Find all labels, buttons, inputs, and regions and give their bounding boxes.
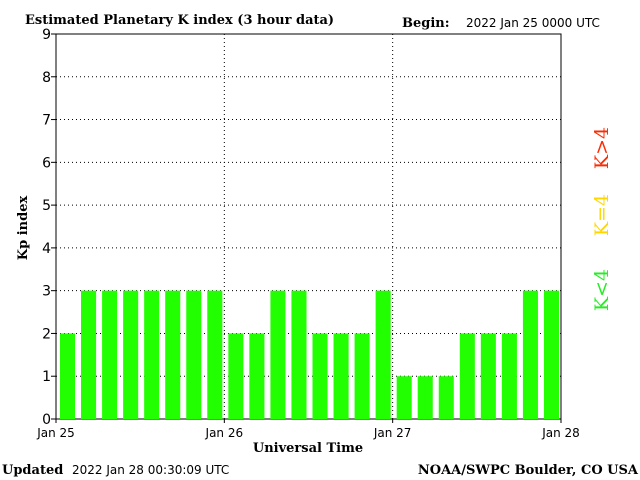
kp-bar [354,333,370,419]
kp-bar [228,333,244,419]
kp-bar [207,290,223,419]
begin-label: Begin: [402,16,450,31]
kp-bar [459,333,475,419]
y-tick-label: 6 [42,155,51,171]
kp-bar [417,376,433,419]
updated-label: Updated [2,463,63,478]
y-tick-label: 8 [42,70,51,86]
chart-title: Estimated Planetary K index (3 hour data… [25,13,334,28]
kp-bar [438,376,454,419]
kp-bar [522,290,538,419]
y-tick-label: 4 [42,241,51,257]
kp-bar [81,290,97,419]
y-tick-label: 1 [42,369,51,385]
kp-bar [501,333,517,419]
kp-bar [312,333,328,419]
x-tick-label: Jan 25 [36,426,75,440]
y-tick-label: 2 [42,326,51,342]
kp-bar [333,333,349,419]
y-tick-label: 7 [42,113,51,129]
x-tick-label: Jan 26 [205,426,244,440]
x-tick-label: Jan 28 [541,426,580,440]
source-credit: NOAA/SWPC Boulder, CO USA [418,463,639,478]
y-ticks: 0 1 2 3 4 5 6 7 8 9 [42,27,56,428]
y-tick-label: 3 [42,284,51,300]
y-tick-label: 0 [42,412,51,428]
y-axis-label: Kp index [16,196,31,261]
kp-bar [123,290,139,419]
kp-bar [291,290,307,419]
kp-bar [375,290,391,419]
kp-bar [396,376,412,419]
kp-bar [144,290,160,419]
x-tick-label: Jan 27 [373,426,412,440]
y-tick-label: 5 [42,198,51,214]
kp-bar [102,290,118,419]
legend-k-less-4: K<4 [591,269,613,311]
kp-bar [186,290,202,419]
y-tick-label: 9 [42,27,51,43]
legend-k-equal-4: K=4 [591,194,613,236]
kp-bar [165,290,181,419]
updated-value: 2022 Jan 28 00:30:09 UTC [72,463,229,477]
grid [56,34,561,419]
x-ticks: Jan 25 Jan 26 Jan 27 Jan 28 [36,419,580,440]
bars [60,290,559,419]
plot-frame [55,33,562,420]
kp-bar [249,333,265,419]
kp-bar [480,333,496,419]
begin-value: 2022 Jan 25 0000 UTC [466,16,600,30]
x-axis-label: Universal Time [253,441,363,456]
kp-bar [270,290,286,419]
kp-bar [60,333,76,419]
kp-bar [543,290,559,419]
legend-k-greater-4: K>4 [591,127,613,169]
